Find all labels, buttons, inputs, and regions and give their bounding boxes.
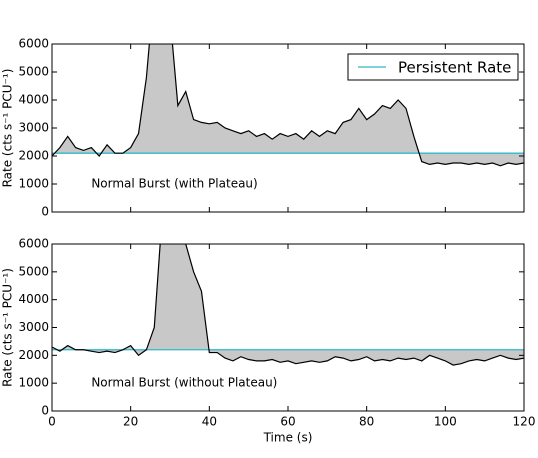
y-tick-label: 2000 [18, 149, 49, 163]
y-tick-label: 0 [41, 404, 49, 418]
data-line [52, 244, 524, 366]
plot-area [52, 44, 524, 167]
y-tick-label: 0 [41, 205, 49, 219]
x-tick-label: 100 [434, 415, 457, 429]
annotation: Normal Burst (with Plateau) [91, 177, 257, 191]
annotation: Normal Burst (without Plateau) [91, 376, 277, 390]
panel: 0 1000 2000 3000 4000 5000 6000 0 20 40 60 80 100 120… [1, 237, 536, 445]
y-tick-label: 1000 [18, 376, 49, 390]
y-tick-label: 2000 [18, 348, 49, 362]
y-tick-label: 5000 [18, 264, 49, 278]
y-tick-label: 3000 [18, 320, 49, 334]
y-tick-label: 1000 [18, 177, 49, 191]
x-tick-label: 20 [123, 415, 138, 429]
fill-area [52, 244, 524, 366]
y-axis-label: Rate (cts s⁻¹ PCU⁻¹) [1, 69, 15, 188]
y-tick-label: 6000 [18, 237, 49, 251]
x-tick-label: 60 [280, 415, 295, 429]
x-axis-label: Time (s) [263, 431, 313, 445]
data-line [52, 44, 524, 167]
x-tick-label: 0 [48, 415, 56, 429]
x-tick-label: 120 [513, 415, 536, 429]
y-tick-label: 6000 [18, 37, 49, 51]
y-tick-label: 5000 [18, 65, 49, 79]
x-tick-label: 80 [359, 415, 374, 429]
plot-area [52, 244, 524, 366]
y-tick-label: 3000 [18, 121, 49, 135]
panel: 0 1000 2000 3000 4000 5000 6000 Rate (cts s⁻¹ P… [1, 37, 525, 219]
y-tick-label: 4000 [18, 292, 49, 306]
y-tick-label: 4000 [18, 93, 49, 107]
y-axis-label: Rate (cts s⁻¹ PCU⁻¹) [1, 268, 15, 387]
fill-area [52, 44, 524, 166]
legend-label: Persistent Rate [398, 59, 511, 77]
x-tick-label: 40 [202, 415, 217, 429]
